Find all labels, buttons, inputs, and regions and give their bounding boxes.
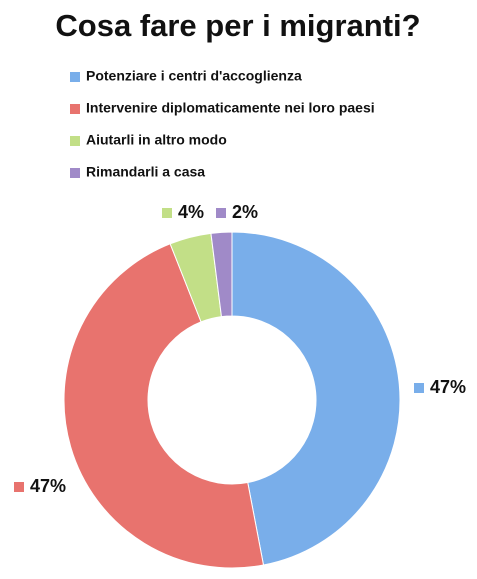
data-label-swatch: [216, 208, 226, 218]
legend-swatch: [70, 168, 80, 178]
donut-segment: [63, 243, 265, 569]
legend-label: Aiutarli in altro modo: [86, 132, 227, 148]
data-label: 47%: [430, 377, 466, 397]
chart-title: Cosa fare per i migranti?: [55, 8, 420, 43]
legend-swatch: [70, 72, 80, 82]
donut-segment: [231, 231, 401, 566]
data-label-swatch: [162, 208, 172, 218]
data-label: 47%: [30, 476, 66, 496]
donut-segment: [210, 231, 233, 318]
legend-swatch: [70, 104, 80, 114]
data-label-swatch: [14, 482, 24, 492]
data-label-swatch: [414, 383, 424, 393]
data-label: 4%: [178, 202, 204, 222]
legend-label: Rimandarli a casa: [86, 164, 205, 180]
legend-label: Potenziare i centri d'accoglienza: [86, 68, 302, 84]
legend-swatch: [70, 136, 80, 146]
legend-label: Intervenire diplomaticamente nei loro pa…: [86, 100, 375, 116]
data-label: 2%: [232, 202, 258, 222]
